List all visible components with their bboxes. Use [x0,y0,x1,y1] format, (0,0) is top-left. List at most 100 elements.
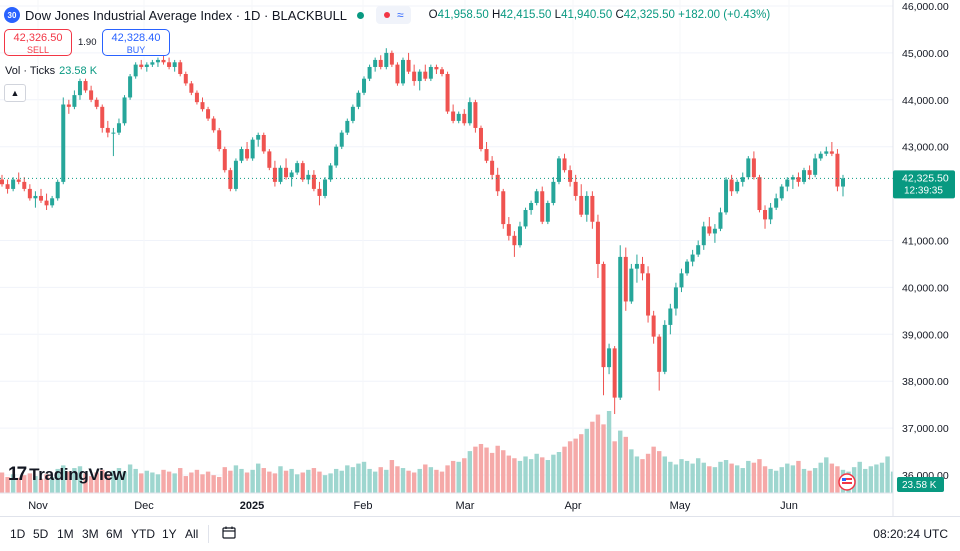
volume-bar [116,468,122,493]
candle-body [718,212,723,229]
candle-body [11,179,16,189]
volume-bar [818,462,823,493]
flag-stripe [842,482,852,484]
candle-body [61,104,66,182]
candle-body [646,273,651,316]
volume-bar [796,460,801,493]
candle-body [412,71,417,82]
volume-bar [495,445,500,493]
tv-mark-icon: 17 [8,464,27,485]
timeframe-all[interactable]: All [185,527,199,541]
price-axis[interactable]: 46,000.00 45,000.00 44,000.00 43,000.00 41,0… [892,0,960,516]
timeframe-5d[interactable]: 5D [33,527,49,541]
timeframe-ytd[interactable]: YTD [131,527,155,541]
candle-body [22,181,27,189]
volume-bar [690,463,695,493]
volume-bar [534,453,539,493]
us-flag-icon[interactable] [838,473,856,491]
volume-bar [322,475,328,493]
candle-body [161,59,166,63]
candle-body [651,315,656,337]
volume-bar [590,421,595,493]
volume-bar [478,443,484,493]
candle-body [122,97,127,124]
candle-body [595,221,600,264]
candle-body [300,163,305,180]
timeframe-1m[interactable]: 1M [57,527,74,541]
candle-body [178,62,183,75]
candle-body [128,76,133,98]
volume-bar [161,469,166,493]
time-axis[interactable]: Nov Dec 2025 Feb Mar Apr May Jun [0,492,893,512]
last-price-tag-bg [893,170,955,199]
candle-body [284,167,289,178]
timeframe-1y[interactable]: 1Y [162,527,177,541]
high-value: 42,415.50 [500,9,552,21]
candle-body [568,170,573,182]
volume-bar [267,471,272,493]
buy-button[interactable]: 42,328.40 BUY [102,29,170,56]
timeframe-3m[interactable]: 3M [82,527,99,541]
volume-bar [333,468,339,493]
volume-bar [311,468,317,493]
chevron-up-icon: ▲ [10,88,20,98]
countdown-label: 12:39:35 [904,185,943,196]
volume-bar [734,465,740,493]
candle-body [540,191,545,222]
volume-bar [640,459,645,493]
volume-bar [166,471,172,493]
candle-body [27,188,32,199]
volume-bar [111,470,116,493]
candle-body [0,179,4,185]
volume-bar [417,468,422,493]
volume-bar [835,466,840,493]
candle-body [50,198,55,206]
candle-body [100,106,105,128]
timeframe-1d[interactable]: 1D [10,527,26,541]
time-tick-label: Nov [28,500,48,512]
candle-body [746,158,751,178]
sell-button[interactable]: 42,326.50 SELL [4,29,72,56]
volume-legend[interactable]: Vol · Ticks 23.58 K [5,65,97,77]
volume-bar [400,468,406,493]
symbol-title[interactable]: Dow Jones Industrial Average Index · 1D … [25,7,348,23]
volume-bar [217,476,222,493]
timeframe-6m[interactable]: 6M [106,527,123,541]
candle-body [245,149,250,159]
volume-bar [701,462,706,493]
volume-bar [372,471,378,493]
volume-bar [874,464,879,493]
volume-bar [779,467,784,493]
utc-clock[interactable]: 08:20:24 UTC [873,527,948,541]
candle-body [133,64,138,77]
volume-bar [729,463,734,493]
volume-bar [384,469,389,493]
volume-bar [668,461,673,493]
candle-body [523,210,528,227]
volume-bar [606,411,612,493]
volume-bar [751,462,757,493]
volume-bar [411,472,417,493]
volume-bar [5,476,10,493]
alerts-pill[interactable]: ≈ [376,6,411,24]
collapse-legend-button[interactable]: ▲ [4,84,26,102]
candle-body [311,174,316,189]
candle-body [139,64,144,67]
volume-bar [33,476,38,493]
volume-bar [551,454,556,493]
volume-bar [294,474,300,493]
volume-bar [122,471,127,493]
volume-bar [634,456,640,493]
candle-body [824,151,829,154]
volume-bar [200,474,205,493]
price-tick-label: 43,000.00 [902,142,949,154]
volume-bar [885,456,890,493]
change-value: +182.00 (+0.43%) [678,9,771,21]
volume-bar [350,467,356,493]
volume-bar [378,467,383,493]
price-chart[interactable]: 46,000.00 45,000.00 44,000.00 43,000.00 41,0… [0,0,960,516]
calendar-icon[interactable] [222,526,236,539]
tradingview-logo[interactable]: 17 TradingView [8,464,126,486]
time-tick-label: Feb [354,500,373,512]
candle-body [194,92,199,103]
